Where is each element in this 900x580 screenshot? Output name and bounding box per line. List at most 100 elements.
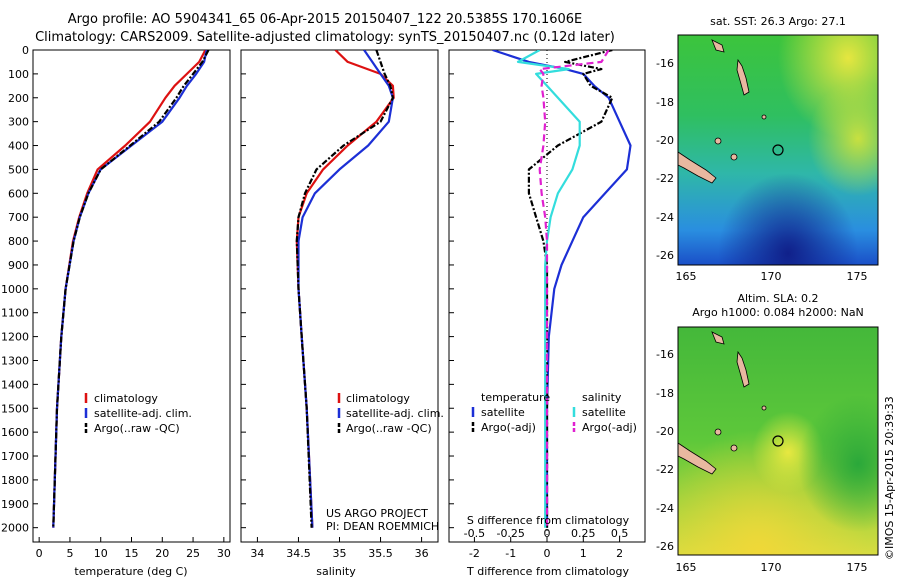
legend-label-argo: Argo(..raw -QC)	[346, 422, 432, 435]
depth-tick-label: 0	[22, 44, 29, 57]
depth-tick-label: 1400	[1, 378, 29, 391]
sst-island-vanuatu	[736, 58, 750, 96]
difference-legend: temperature salinity satellite Argo(-adj…	[471, 391, 637, 434]
x-tick-label: 5	[66, 547, 73, 560]
difference-profile-panel: -2 -1 0 1 2 S difference from climatology -0…	[448, 49, 646, 578]
depth-tick-label: 500	[8, 163, 29, 176]
series-line-satellite-adj-clim	[297, 50, 394, 528]
x-tick-label: 10	[94, 547, 108, 560]
salinity-legend: climatology satellite-adj. clim. Argo(..…	[337, 392, 444, 435]
sst-map-panel: sat. SST: 26.3 Argo: 27.1 165 170 175 -1…	[656, 15, 879, 283]
x-tick-label: 15	[125, 547, 139, 560]
x-tick-label: 30	[217, 547, 231, 560]
sla-map-subtitle: Argo h1000: 0.084 h2000: NaN	[692, 306, 864, 319]
depth-tick-label: 300	[8, 116, 29, 129]
x-tick-label: -2	[469, 547, 480, 560]
sst-map-frame	[677, 34, 879, 266]
credit-project: US ARGO PROJECT	[326, 507, 428, 520]
sla-map-panel: Altim. SLA: 0.2 Argo h1000: 0.084 h2000:…	[656, 292, 879, 574]
sst-xtick: 170	[761, 270, 782, 283]
sst-ytick: -26	[656, 249, 674, 262]
sst-ytick: -24	[656, 211, 674, 224]
sla-xtick: 175	[847, 561, 868, 574]
series-line-t-argo-adj	[527, 50, 614, 528]
depth-tick-label: 900	[8, 259, 29, 272]
credit-pi: PI: DEAN ROEMMICH	[326, 520, 439, 533]
sla-ytick: -18	[656, 387, 674, 400]
depth-tick-label: 400	[8, 140, 29, 153]
sla-island-new-caledonia	[677, 442, 717, 475]
difference-xlabel: T difference from climatology	[466, 565, 629, 578]
legend-label-t-argo: Argo(-adj)	[481, 421, 536, 434]
legend-label-climatology: climatology	[346, 392, 410, 405]
legend-label-s-argo: Argo(-adj)	[582, 421, 637, 434]
depth-tick-label: 1600	[1, 426, 29, 439]
top-x-tick-label: 0.25	[571, 527, 596, 540]
depth-tick-label: 800	[8, 235, 29, 248]
sst-island-small	[714, 137, 722, 145]
legend-label-argo: Argo(..raw -QC)	[94, 422, 180, 435]
sst-island-north	[711, 39, 725, 53]
depth-tick-label: 1800	[1, 474, 29, 487]
series-line-argo-raw-qc	[52, 50, 210, 528]
depth-tick-label: 600	[8, 187, 29, 200]
sla-xtick: 165	[676, 561, 697, 574]
sla-ytick: -20	[656, 425, 674, 438]
sla-island-vanuatu	[736, 350, 750, 388]
sst-argo-location-marker	[772, 144, 784, 156]
imos-credit: ©IMOS 15-Apr-2015 20:39:33	[883, 396, 896, 560]
depth-tick-label: 200	[8, 92, 29, 105]
sst-island-small	[730, 153, 738, 161]
series-line-argo-raw-qc	[295, 50, 394, 528]
sla-island-small	[730, 444, 738, 452]
top-x-tick-label: 0.5	[611, 527, 629, 540]
sst-xtick: 175	[847, 270, 868, 283]
depth-tick-label: 1300	[1, 354, 29, 367]
x-tick-label: 34.5	[286, 547, 311, 560]
legend-label-satellite: satellite-adj. clim.	[346, 407, 444, 420]
sst-xtick: 165	[676, 270, 697, 283]
depth-tick-label: 1900	[1, 498, 29, 511]
sst-island-new-caledonia	[677, 151, 717, 184]
depth-tick-label: 1700	[1, 450, 29, 463]
sla-ytick: -22	[656, 463, 674, 476]
sst-ytick: -22	[656, 172, 674, 185]
series-line-s-argo-adj	[538, 50, 610, 528]
temperature-legend: climatology satellite-adj. clim. Argo(..…	[84, 392, 192, 435]
x-tick-label: 20	[155, 547, 169, 560]
legend-label-climatology: climatology	[94, 392, 158, 405]
sla-map-frame	[677, 326, 879, 556]
sst-island-small	[761, 114, 767, 120]
x-tick-label: 36	[415, 547, 429, 560]
legend-label-s-satellite: satellite	[582, 406, 626, 419]
sst-ytick: -18	[656, 96, 674, 109]
depth-tick-label: 700	[8, 211, 29, 224]
sla-low-patch	[678, 327, 878, 555]
x-tick-label: 1	[580, 547, 587, 560]
legend-label-satellite: satellite-adj. clim.	[94, 407, 192, 420]
sla-island-north	[711, 331, 725, 345]
depth-tick-label: 100	[8, 68, 29, 81]
sla-xtick: 170	[761, 561, 782, 574]
x-tick-label: -1	[505, 547, 516, 560]
figure-title-line2: Climatology: CARS2009. Satellite-adjuste…	[35, 30, 615, 45]
x-tick-label: 0	[36, 547, 43, 560]
sst-ytick: -16	[656, 57, 674, 70]
depth-tick-label: 1500	[1, 402, 29, 415]
legend-title-salinity: salinity	[582, 391, 622, 404]
sla-ytick: -26	[656, 540, 674, 553]
x-tick-label: 0	[544, 547, 551, 560]
depth-tick-label: 2000	[1, 522, 29, 535]
series-line-climatology	[52, 50, 207, 528]
depth-tick-label: 1100	[1, 307, 29, 320]
temperature-profile-panel: 0 5 10 15 20 25 300100200300400500600700800900…	[1, 44, 231, 578]
salinity-profile-panel: 34 34.5 35 35.5 36 salinity climatology sate…	[240, 49, 444, 578]
sst-ytick: -20	[656, 134, 674, 147]
temperature-xlabel: temperature (deg C)	[74, 565, 187, 578]
series-line-satellite-adj-clim	[52, 50, 208, 528]
depth-tick-label: 1200	[1, 331, 29, 344]
depth-tick-label: 1000	[1, 283, 29, 296]
sla-ytick: -24	[656, 502, 674, 515]
top-x-tick-label: -0.5	[464, 527, 485, 540]
